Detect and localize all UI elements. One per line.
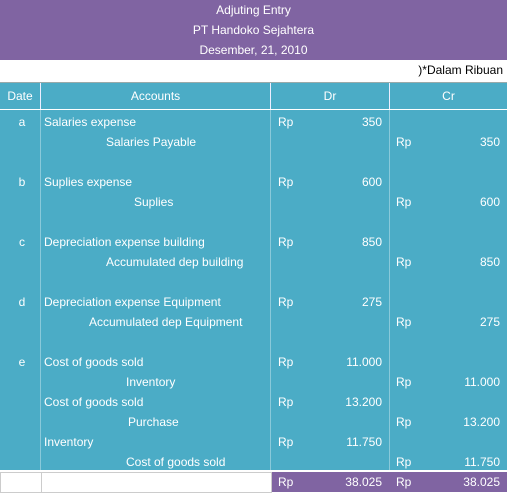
total-band bbox=[272, 472, 507, 492]
row-cr-amount: 275 bbox=[479, 315, 500, 329]
row-cr-amount: 11.750 bbox=[464, 455, 500, 469]
journal-row: Inventory Rp 11.000 bbox=[0, 372, 507, 392]
row-rp-dr: Rp bbox=[278, 175, 294, 189]
journal-row: Cost of goods sold Rp 13.200 bbox=[0, 392, 507, 412]
col-dr: Dr bbox=[271, 83, 390, 109]
entries-body bbox=[0, 110, 507, 470]
column-header-row: Date Accounts Dr Cr bbox=[0, 83, 507, 110]
total-account-cell bbox=[41, 472, 272, 493]
row-account: Purchase bbox=[128, 415, 179, 429]
col-date: Date bbox=[0, 83, 41, 109]
journal-row: Salaries Payable Rp 350 bbox=[0, 132, 507, 152]
row-rp-dr: Rp bbox=[278, 355, 294, 369]
journal-row: c Depreciation expense building Rp 850 bbox=[0, 232, 507, 252]
journal-row: d Depreciation expense Equipment Rp 275 bbox=[0, 292, 507, 312]
row-account: Cost of goods sold bbox=[44, 395, 144, 409]
row-rp-dr: Rp bbox=[278, 115, 294, 129]
total-cr: 38.025 bbox=[463, 475, 500, 489]
journal-row: Suplies Rp 600 bbox=[0, 192, 507, 212]
row-date: b bbox=[18, 175, 26, 189]
row-rp-cr: Rp bbox=[396, 255, 412, 269]
col-accounts: Accounts bbox=[41, 83, 271, 109]
row-rp-dr: Rp bbox=[278, 235, 294, 249]
row-date: e bbox=[18, 355, 26, 369]
row-rp-cr: Rp bbox=[396, 415, 412, 429]
row-dr-amount: 600 bbox=[361, 175, 382, 189]
row-cr-amount: 600 bbox=[479, 195, 500, 209]
row-account: Cost of goods sold bbox=[126, 455, 226, 469]
row-dr-amount: 850 bbox=[361, 235, 382, 249]
unit-note: )*Dalam Ribuan bbox=[418, 63, 503, 77]
row-account: Accumulated dep building bbox=[106, 255, 244, 269]
row-date: d bbox=[18, 295, 26, 309]
row-account: Suplies bbox=[134, 195, 174, 209]
sheet-header: Adjuting Entry PT Handoko Sejahtera Dese… bbox=[0, 0, 507, 60]
row-cr-amount: 13.200 bbox=[463, 415, 500, 429]
row-account: Depreciation expense building bbox=[44, 235, 205, 249]
journal-row: Purchase Rp 13.200 bbox=[0, 412, 507, 432]
journal-row: a Salaries expense Rp 350 bbox=[0, 112, 507, 132]
row-dr-amount: 350 bbox=[361, 115, 382, 129]
row-account: Suplies expense bbox=[44, 175, 133, 189]
row-rp-dr: Rp bbox=[278, 295, 294, 309]
header-date: Desember, 21, 2010 bbox=[199, 43, 308, 57]
row-dr-amount: 11.000 bbox=[346, 355, 382, 369]
row-account: Salaries expense bbox=[44, 115, 137, 129]
row-rp-cr: Rp bbox=[396, 315, 412, 329]
row-account: Depreciation expense Equipment bbox=[44, 295, 221, 309]
journal-row: Accumulated dep building Rp 850 bbox=[0, 252, 507, 272]
total-date-cell bbox=[0, 472, 42, 493]
total-rp-dr: Rp bbox=[278, 475, 294, 489]
row-cr-amount: 350 bbox=[479, 135, 500, 149]
row-account: Salaries Payable bbox=[106, 135, 197, 149]
row-dr-amount: 275 bbox=[361, 295, 382, 309]
row-account: Accumulated dep Equipment bbox=[89, 315, 243, 329]
row-date: c bbox=[19, 235, 25, 249]
header-title: Adjuting Entry bbox=[216, 3, 291, 17]
row-dr-amount: 13.200 bbox=[345, 395, 382, 409]
divider bbox=[40, 110, 41, 470]
row-dr-amount: 11.750 bbox=[346, 435, 382, 449]
row-account: Cost of goods sold bbox=[44, 355, 144, 369]
journal-row: Inventory Rp 11.750 bbox=[0, 432, 507, 452]
total-row: Rp 38.025 Rp 38.025 bbox=[0, 472, 507, 493]
journal-row: Cost of goods sold Rp 11.750 bbox=[0, 452, 507, 472]
row-rp-dr: Rp bbox=[278, 435, 294, 449]
total-rp-cr: Rp bbox=[396, 475, 412, 489]
row-rp-dr: Rp bbox=[278, 395, 294, 409]
journal-row: b Suplies expense Rp 600 bbox=[0, 172, 507, 192]
row-cr-amount: 850 bbox=[479, 255, 500, 269]
row-rp-cr: Rp bbox=[396, 135, 412, 149]
row-account: Inventory bbox=[126, 375, 176, 389]
col-cr: Cr bbox=[442, 89, 455, 103]
row-rp-cr: Rp bbox=[396, 375, 412, 389]
divider bbox=[389, 110, 390, 470]
row-account: Inventory bbox=[44, 435, 94, 449]
total-dr: 38.025 bbox=[345, 475, 382, 489]
row-rp-cr: Rp bbox=[396, 195, 412, 209]
row-cr-amount: 11.000 bbox=[464, 375, 500, 389]
journal-row: Accumulated dep Equipment Rp 275 bbox=[0, 312, 507, 332]
row-date: a bbox=[18, 115, 26, 129]
note-row: )*Dalam Ribuan bbox=[0, 60, 507, 83]
journal-row: e Cost of goods sold Rp 11.000 bbox=[0, 352, 507, 372]
divider bbox=[270, 110, 271, 470]
row-rp-cr: Rp bbox=[396, 455, 412, 469]
header-company: PT Handoko Sejahtera bbox=[192, 23, 315, 37]
